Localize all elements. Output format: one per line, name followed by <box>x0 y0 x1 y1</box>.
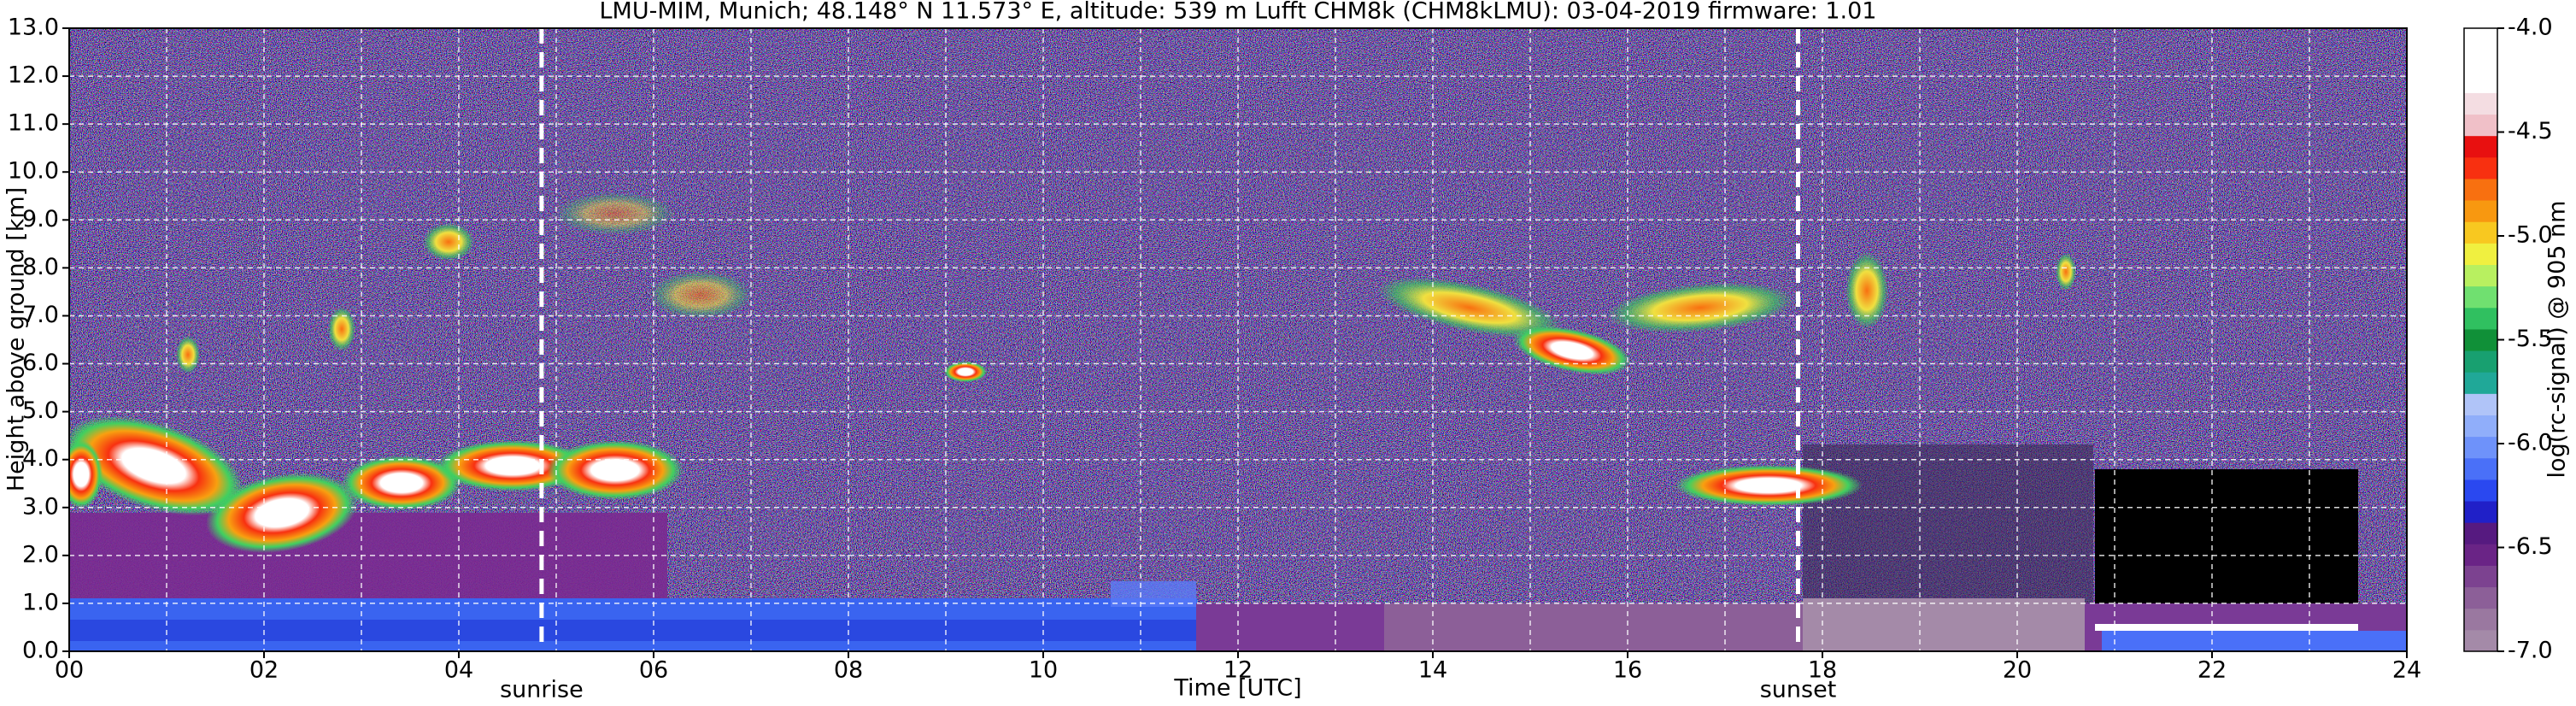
y-tick-label: 6.0 <box>22 350 59 376</box>
event-label: sunset <box>1760 677 1837 703</box>
colorbar-segment <box>2464 350 2497 373</box>
colorbar-segment <box>2464 565 2497 588</box>
y-tick-label: 9.0 <box>22 206 59 232</box>
colorbar-segment <box>2464 608 2497 631</box>
colorbar-tick-label: -5.0 <box>2508 222 2553 249</box>
colorbar-segment <box>2464 264 2497 287</box>
x-tick-label: 20 <box>2003 657 2032 684</box>
colorbar-tick-label: -6.0 <box>2508 430 2553 456</box>
y-tick-label: 7.0 <box>22 302 59 328</box>
colorbar-segment <box>2464 156 2497 179</box>
colorbar-tick-label: -4.0 <box>2508 15 2553 41</box>
colorbar-segment <box>2464 114 2497 137</box>
y-tick-label: 11.0 <box>8 110 59 137</box>
x-tick-label: 10 <box>1029 657 1058 684</box>
chart-title: LMU-MIM, Munich; 48.148° N 11.573° E, al… <box>600 0 1877 25</box>
x-tick-label: 22 <box>2198 657 2227 684</box>
x-tick-label: 24 <box>2392 657 2421 684</box>
colorbar-segment <box>2464 457 2497 480</box>
colorbar-segment <box>2464 71 2497 93</box>
colorbar-segment <box>2464 586 2497 609</box>
colorbar-segment <box>2464 479 2497 502</box>
colorbar-label: log(rc-signal) @ 905 nm <box>2544 201 2571 479</box>
x-tick-label: 12 <box>1223 657 1253 684</box>
colorbar-segment <box>2464 629 2497 652</box>
x-tick-label: 18 <box>1808 657 1837 684</box>
plot-frame <box>68 27 2408 652</box>
heatmap-image <box>69 28 2407 651</box>
x-tick-label: 02 <box>249 657 279 684</box>
colorbar-segment <box>2464 501 2497 523</box>
colorbar-segment <box>2464 178 2497 201</box>
colorbar-segment <box>2464 372 2497 394</box>
y-tick-label: 4.0 <box>22 445 59 472</box>
y-axis-label: Height above ground [km] <box>3 187 30 491</box>
colorbar-segment <box>2464 28 2497 50</box>
colorbar-segment <box>2464 50 2497 72</box>
colorbar-segment <box>2464 522 2497 544</box>
colorbar-segment <box>2464 415 2497 438</box>
colorbar-segment <box>2464 200 2497 222</box>
y-tick-label: 0.0 <box>22 638 59 664</box>
x-tick-label: 08 <box>834 657 863 684</box>
colorbar-segment <box>2464 243 2497 266</box>
x-tick-label: 00 <box>55 657 84 684</box>
colorbar-segment <box>2464 92 2497 115</box>
colorbar-segment <box>2464 221 2497 244</box>
colorbar-tick-label: -6.5 <box>2508 533 2553 560</box>
x-tick-label: 06 <box>639 657 668 684</box>
colorbar-tick-label: -7.0 <box>2508 638 2553 664</box>
y-tick-label: 10.0 <box>8 158 59 185</box>
y-tick-label: 13.0 <box>8 15 59 41</box>
y-tick-label: 3.0 <box>22 493 59 520</box>
colorbar-tick-label: -4.5 <box>2508 118 2553 144</box>
colorbar-segment <box>2464 307 2497 330</box>
colorbar-segment <box>2464 544 2497 566</box>
colorbar-segment <box>2464 328 2497 351</box>
colorbar-segment <box>2464 285 2497 309</box>
colorbar-segment <box>2464 135 2497 158</box>
x-tick-label: 16 <box>1613 657 1642 684</box>
colorbar-tick-label: -5.5 <box>2508 326 2553 352</box>
y-tick-label: 8.0 <box>22 254 59 280</box>
y-tick-label: 2.0 <box>22 541 59 568</box>
event-label: sunrise <box>500 677 584 703</box>
y-tick-label: 1.0 <box>22 589 59 615</box>
x-tick-label: 04 <box>444 657 473 684</box>
x-tick-label: 14 <box>1418 657 1447 684</box>
y-tick-label: 5.0 <box>22 397 59 424</box>
colorbar-segment <box>2464 393 2497 415</box>
colorbar-segment <box>2464 436 2497 459</box>
x-axis-label: Time [UTC] <box>1173 675 1301 702</box>
y-tick-label: 12.0 <box>8 62 59 89</box>
